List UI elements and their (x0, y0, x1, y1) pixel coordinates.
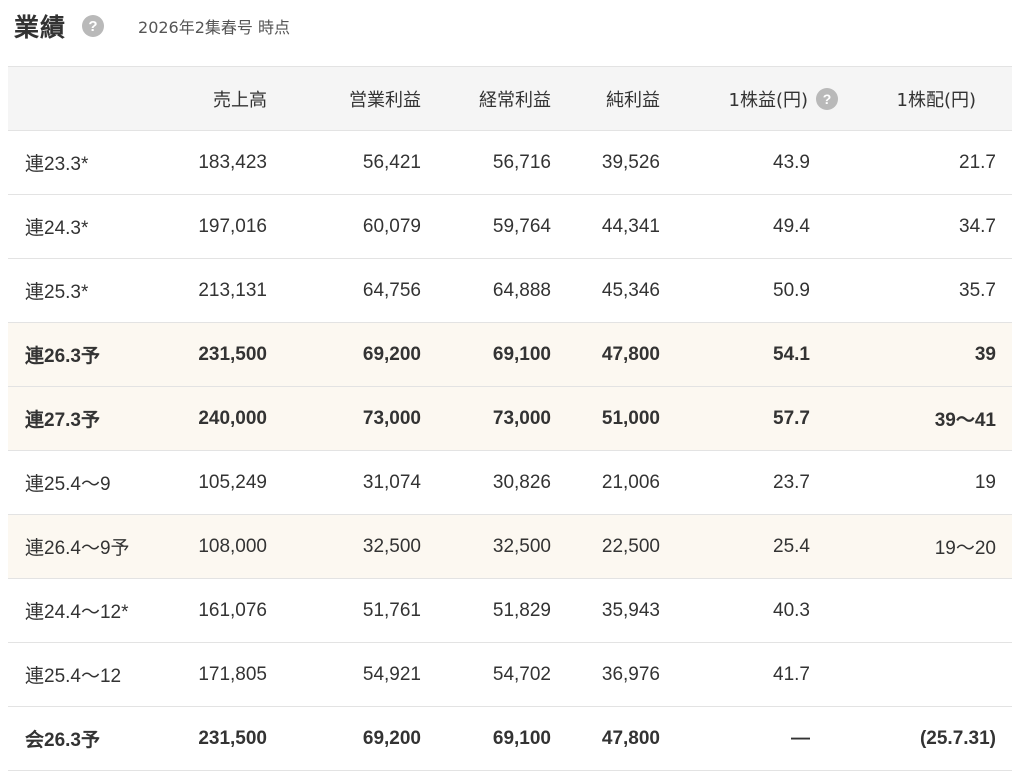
header-net-profit: 純利益 (563, 66, 680, 131)
table-row: 連24.3* 197,016 60,079 59,764 44,341 49.4 34.7 (8, 195, 1012, 259)
eps-cell: 43.9 (773, 151, 810, 173)
period-cell: 連25.4〜12 (25, 666, 122, 687)
operating-profit-cell: 51,761 (362, 599, 421, 621)
table-row: 連27.3予 240,000 73,000 73,000 51,000 57.7 39〜41 (8, 386, 1012, 451)
ordinary-profit-cell: 30,826 (492, 471, 551, 493)
ordinary-profit-cell: 56,716 (492, 151, 551, 173)
header-period (8, 66, 163, 131)
dps-cell: (25.7.31) (919, 727, 996, 749)
eps-cell: 49.4 (773, 215, 810, 237)
ordinary-profit-cell: 69,100 (492, 727, 551, 749)
section-header: 業績 ? 2026年2集春号 時点 (14, 6, 290, 46)
eps-cell: 41.7 (773, 663, 810, 685)
dps-cell: 19 (974, 471, 996, 493)
net-profit-cell: 22,500 (601, 535, 660, 557)
operating-profit-cell: 73,000 (362, 407, 421, 429)
ordinary-profit-cell: 64,888 (492, 279, 551, 301)
sales-cell: 231,500 (198, 727, 267, 749)
operating-profit-cell: 54,921 (362, 663, 421, 685)
period-cell: 連23.3* (25, 154, 89, 175)
table-row: 連25.3* 213,131 64,756 64,888 45,346 50.9 35.7 (8, 259, 1012, 323)
header-eps: 1株益(円) ? (680, 66, 854, 131)
sales-cell: 161,076 (198, 599, 267, 621)
sales-cell: 108,000 (198, 535, 267, 557)
header-dps: 1株配(円) (854, 66, 1012, 131)
dps-cell: 35.7 (959, 279, 996, 301)
period-cell: 連25.4〜9 (25, 474, 111, 495)
dps-cell: 39 (974, 343, 996, 365)
period-cell: 連24.3* (25, 218, 89, 239)
sales-cell: 197,016 (198, 215, 267, 237)
table-row: 連24.4〜12* 161,076 51,761 51,829 35,943 40.3 (8, 579, 1012, 643)
sales-cell: 183,423 (198, 151, 267, 173)
header-operating-profit: 営業利益 (303, 66, 433, 131)
dps-cell: 34.7 (959, 215, 996, 237)
eps-cell: 23.7 (773, 471, 810, 493)
dps-cell: 39〜41 (934, 410, 996, 431)
help-icon[interactable]: ? (82, 15, 105, 37)
ordinary-profit-cell: 69,100 (492, 343, 551, 365)
eps-cell: 50.9 (773, 279, 810, 301)
table-row: 連25.4〜12 171,805 54,921 54,702 36,976 41.7 (8, 643, 1012, 707)
table-row: 連25.4〜9 105,249 31,074 30,826 21,006 23.7 19 (8, 451, 1012, 515)
ordinary-profit-cell: 32,500 (492, 535, 551, 557)
dps-cell: 21.7 (959, 151, 996, 173)
dps-cell (854, 643, 1012, 707)
sales-cell: 171,805 (198, 663, 267, 685)
period-cell: 会26.3予 (25, 730, 100, 751)
ordinary-profit-cell: 73,000 (492, 407, 551, 429)
net-profit-cell: 47,800 (601, 727, 660, 749)
period-cell: 連25.3* (25, 282, 89, 303)
operating-profit-cell: 32,500 (362, 535, 421, 557)
table-row: 会26.3予 231,500 69,200 69,100 47,800 — (25.7.31… (8, 707, 1012, 771)
earnings-table: 売上高 営業利益 経常利益 純利益 1株益(円) ? 1株配(円) 連23.3*… (8, 66, 1012, 771)
table-row: 連23.3* 183,423 56,421 56,716 39,526 43.9 21.7 (8, 131, 1012, 195)
header-eps-label: 1株益(円) (728, 89, 809, 111)
operating-profit-cell: 69,200 (362, 343, 421, 365)
net-profit-cell: 44,341 (601, 215, 660, 237)
ordinary-profit-cell: 51,829 (492, 599, 551, 621)
operating-profit-cell: 56,421 (362, 151, 421, 173)
sales-cell: 240,000 (198, 407, 267, 429)
eps-cell: 40.3 (773, 599, 810, 621)
eps-cell: 25.4 (773, 535, 810, 557)
ordinary-profit-cell: 59,764 (492, 215, 551, 237)
period-cell: 連24.4〜12* (25, 602, 129, 623)
operating-profit-cell: 60,079 (362, 215, 421, 237)
net-profit-cell: 35,943 (601, 599, 660, 621)
net-profit-cell: 36,976 (601, 663, 660, 685)
eps-help-icon[interactable]: ? (816, 87, 838, 110)
net-profit-cell: 47,800 (601, 343, 660, 365)
net-profit-cell: 39,526 (601, 151, 660, 173)
table-row: 連26.3予 231,500 69,200 69,100 47,800 54.1 39 (8, 322, 1012, 387)
header-sales: 売上高 (163, 66, 303, 131)
sales-cell: 105,249 (198, 471, 267, 493)
section-title: 業績 (14, 13, 67, 42)
operating-profit-cell: 69,200 (362, 727, 421, 749)
net-profit-cell: 45,346 (601, 279, 660, 301)
as-of-date: 2026年2集春号 時点 (138, 18, 291, 37)
period-cell: 連26.4〜9予 (25, 538, 130, 559)
operating-profit-cell: 64,756 (362, 279, 421, 301)
dps-cell (854, 579, 1012, 643)
period-cell: 連27.3予 (25, 410, 100, 431)
table-header-row: 売上高 営業利益 経常利益 純利益 1株益(円) ? 1株配(円) (8, 66, 1012, 131)
eps-cell: 54.1 (773, 343, 810, 365)
sales-cell: 231,500 (198, 343, 267, 365)
table-row: 連26.4〜9予 108,000 32,500 32,500 22,500 25.4 19〜… (8, 514, 1012, 579)
ordinary-profit-cell: 54,702 (492, 663, 551, 685)
net-profit-cell: 51,000 (601, 407, 660, 429)
dps-cell: 19〜20 (934, 538, 996, 559)
eps-cell: — (791, 727, 810, 749)
period-cell: 連26.3予 (25, 346, 100, 367)
eps-cell: 57.7 (773, 407, 810, 429)
header-ordinary-profit: 経常利益 (433, 66, 563, 131)
net-profit-cell: 21,006 (601, 471, 660, 493)
sales-cell: 213,131 (198, 279, 267, 301)
operating-profit-cell: 31,074 (362, 471, 421, 493)
